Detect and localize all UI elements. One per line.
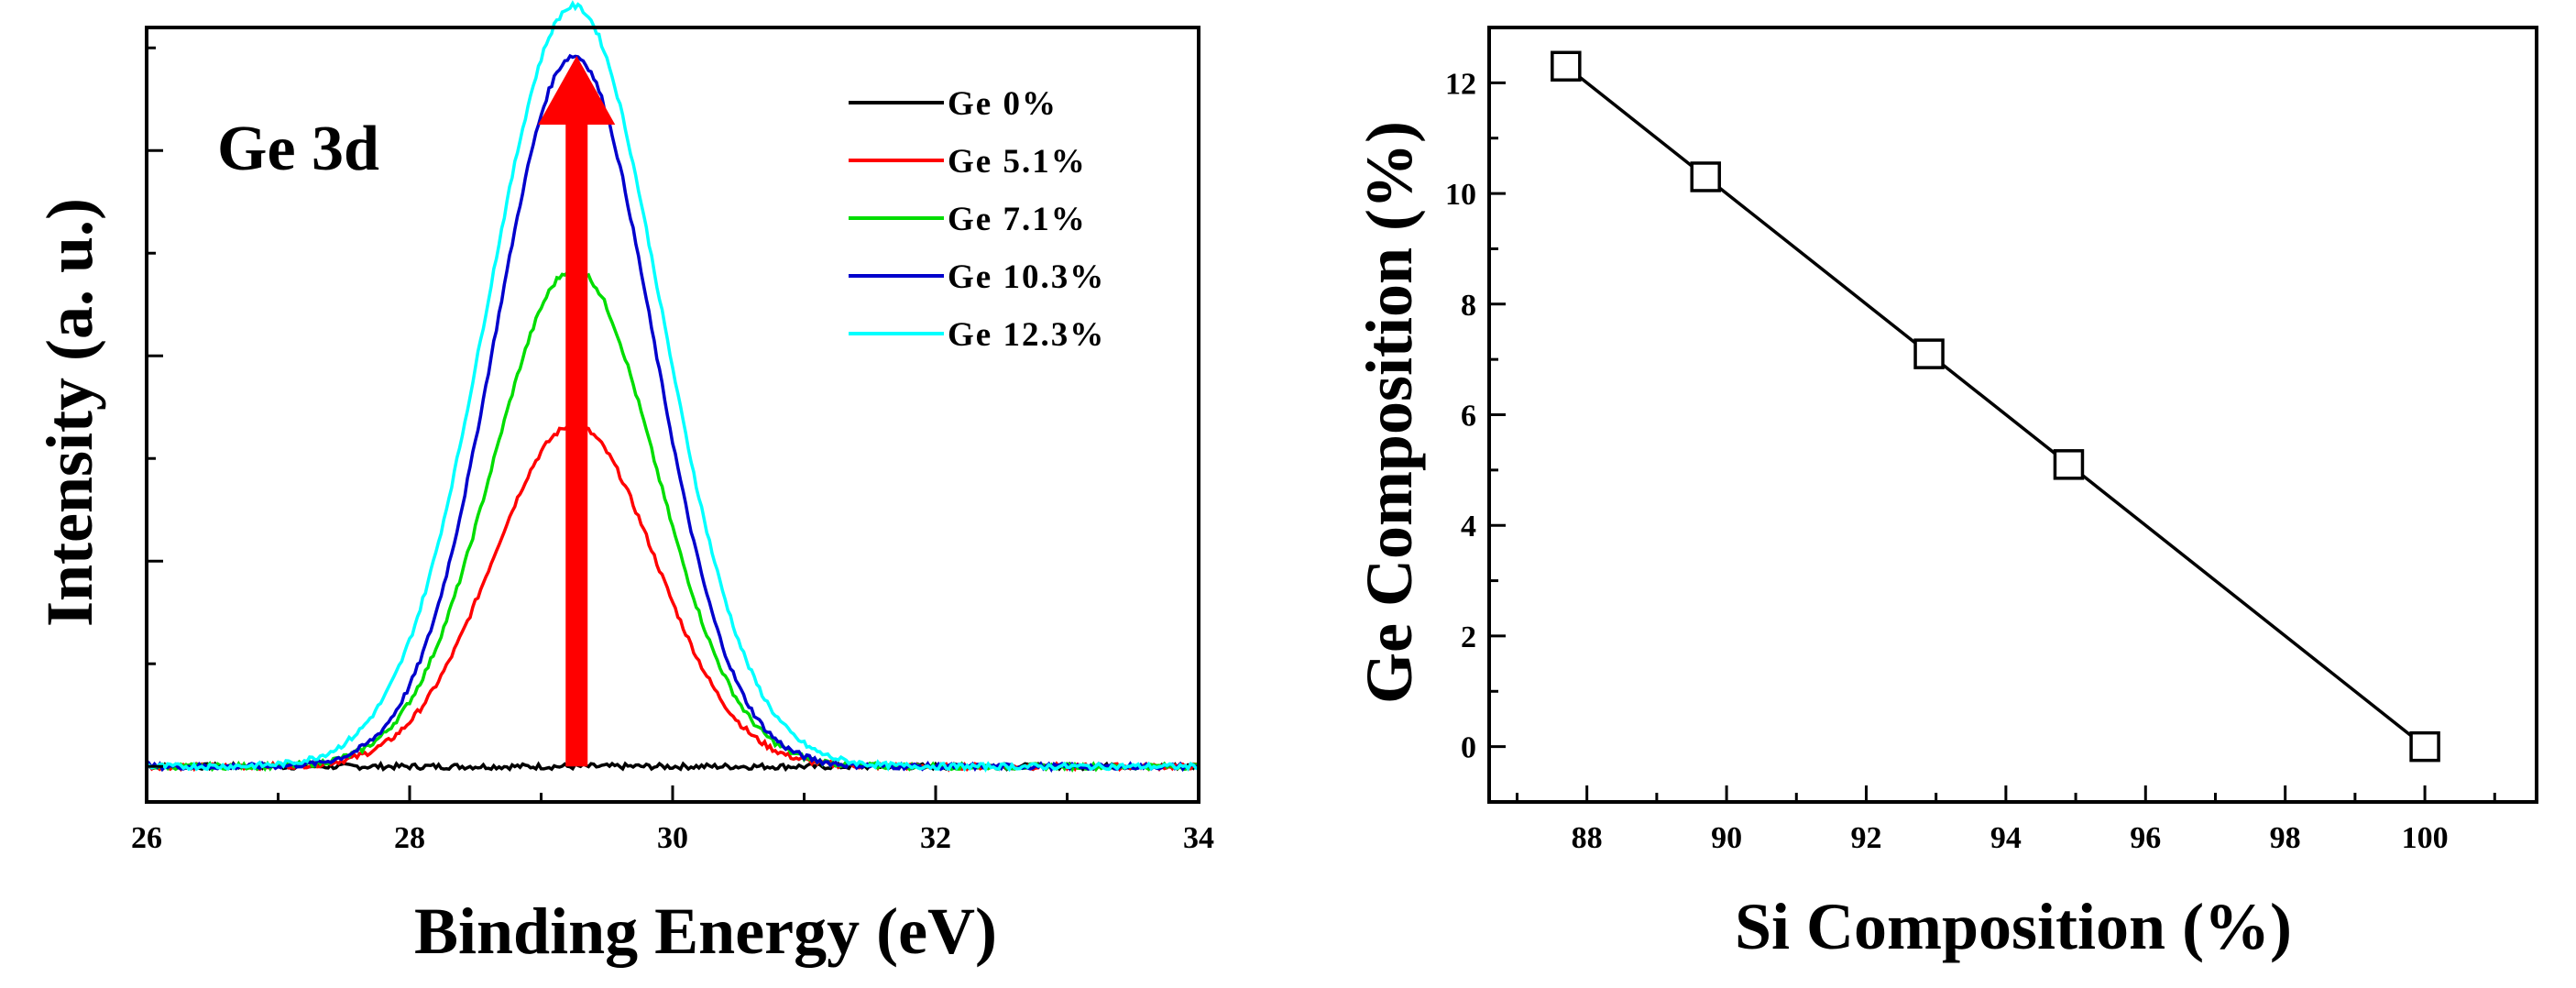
composition-axis-ticks: 88 90 92 94 96 98 100 0 2 4 6 8 10 12 bbox=[1445, 26, 2496, 855]
x-tick-label: 32 bbox=[920, 821, 951, 855]
x-tick-label: 100 bbox=[2402, 821, 2449, 855]
composition-panel: 88 90 92 94 96 98 100 0 2 4 6 8 10 12 Si Composition … bbox=[1353, 26, 2538, 963]
y-tick-label: 10 bbox=[1445, 178, 1476, 212]
legend-label-3: Ge 10.3% bbox=[948, 258, 1105, 296]
xps-curves bbox=[145, 0, 1200, 774]
x-tick-label: 34 bbox=[1183, 821, 1214, 855]
panel-label: Ge 3d bbox=[217, 114, 379, 184]
data-point-2 bbox=[1913, 338, 1945, 369]
xps-spectrum-panel: 26 28 30 32 34 Ge 3d Ge 0% Ge 5.1% Ge 7.1% Ge 1… bbox=[33, 0, 1214, 968]
x-tick-label: 98 bbox=[2270, 821, 2301, 855]
data-point-1 bbox=[1690, 161, 1721, 192]
composition-plot-frame bbox=[1487, 26, 2538, 804]
y-tick-label: 6 bbox=[1461, 400, 1476, 434]
x-tick-label: 88 bbox=[1572, 821, 1603, 855]
data-point-0 bbox=[1551, 50, 1582, 82]
xps-legend: Ge 0% Ge 5.1% Ge 7.1% Ge 10.3% Ge 12.3% bbox=[849, 85, 1105, 354]
legend-label-1: Ge 5.1% bbox=[948, 143, 1087, 181]
arrow-shaft bbox=[565, 120, 588, 767]
xps-axis-ticks: 26 28 30 32 34 bbox=[131, 46, 1214, 855]
legend-label-2: Ge 7.1% bbox=[948, 201, 1087, 238]
y-tick-label: 12 bbox=[1445, 67, 1476, 101]
composition-points bbox=[1551, 50, 2440, 763]
y-tick-label: 2 bbox=[1461, 620, 1476, 654]
y-tick-label: 4 bbox=[1461, 510, 1476, 543]
legend-label-0: Ge 0% bbox=[948, 85, 1058, 123]
y-tick-label: 0 bbox=[1461, 731, 1476, 765]
data-point-3 bbox=[2053, 449, 2085, 480]
legend-label-4: Ge 12.3% bbox=[948, 316, 1105, 354]
increase-arrow bbox=[538, 56, 616, 767]
arrow-head bbox=[538, 56, 616, 126]
y-tick-label: 8 bbox=[1461, 289, 1476, 323]
x-tick-label: 26 bbox=[131, 821, 162, 855]
x-tick-label: 30 bbox=[657, 821, 688, 855]
x-axis-label: Binding Energy (eV) bbox=[414, 895, 997, 968]
data-point-4 bbox=[2409, 730, 2440, 763]
x-tick-label: 96 bbox=[2130, 821, 2161, 855]
x-tick-label: 92 bbox=[1850, 821, 1881, 855]
x-tick-label: 28 bbox=[394, 821, 425, 855]
x-tick-label: 90 bbox=[1711, 821, 1742, 855]
spectrum-line-1 bbox=[146, 423, 1200, 773]
y-axis-label: Ge Composition (%) bbox=[1353, 121, 1426, 704]
spectrum-line-4 bbox=[145, 0, 1200, 773]
y-axis-label: Intensity (a. u.) bbox=[33, 198, 106, 627]
x-tick-label: 94 bbox=[1990, 821, 2022, 855]
x-axis-label: Si Composition (%) bbox=[1735, 890, 2292, 963]
